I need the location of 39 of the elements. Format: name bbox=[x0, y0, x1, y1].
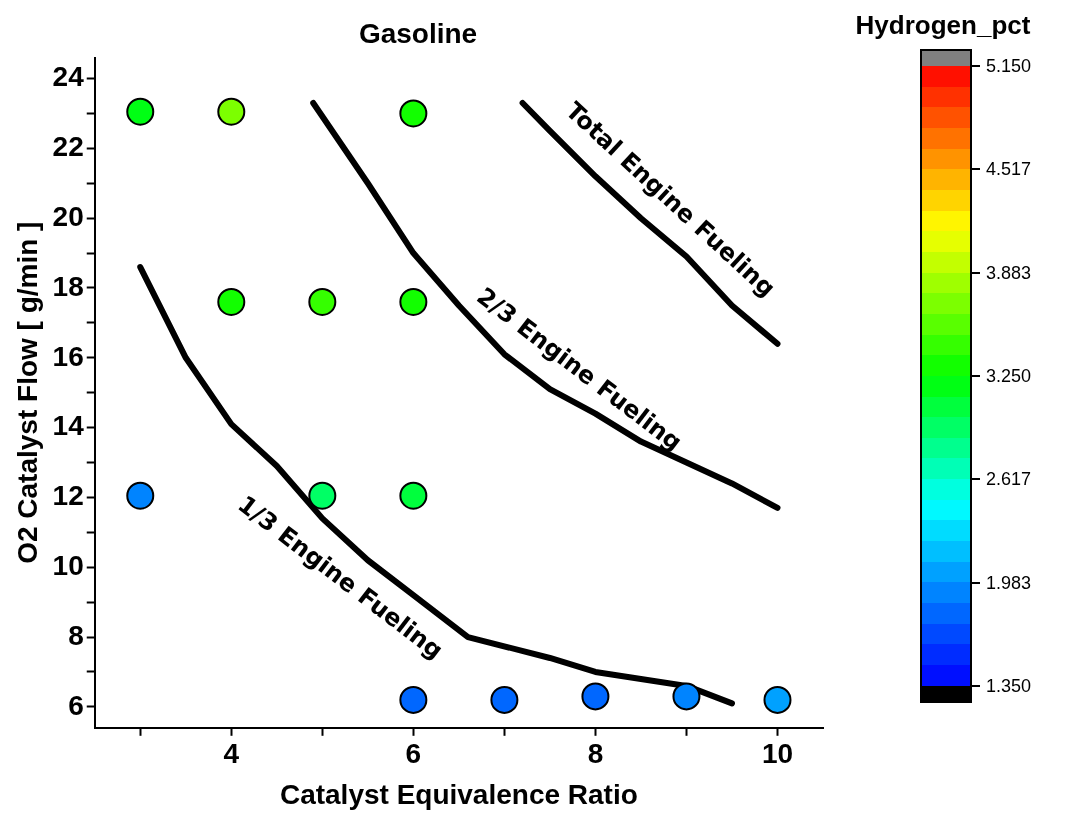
point bbox=[399, 99, 428, 128]
chart-title: Gasoline bbox=[358, 17, 478, 49]
y-axis-title: O2 Catalyst Flow [ g/min ] bbox=[11, 221, 43, 564]
x-tick-label: 8 bbox=[587, 738, 604, 770]
point bbox=[308, 287, 337, 316]
point bbox=[217, 287, 246, 316]
x-axis-title: Catalyst Equivalence Ratio bbox=[279, 778, 638, 810]
y-tick-label: 18 bbox=[52, 270, 84, 302]
point bbox=[126, 481, 155, 510]
point bbox=[399, 685, 428, 714]
x-tick-label: 4 bbox=[223, 738, 240, 770]
color-bar-label: 3.883 bbox=[986, 262, 1032, 283]
y-tick-label: 16 bbox=[52, 340, 84, 372]
y-tick-label: 24 bbox=[52, 61, 85, 93]
color-bar-title: Hydrogen_pct bbox=[854, 10, 1032, 41]
point bbox=[126, 97, 155, 126]
y-tick-label: 22 bbox=[52, 131, 84, 163]
color-bar-label: 5.150 bbox=[986, 56, 1032, 76]
x-tick-label: 10 bbox=[761, 738, 794, 770]
point bbox=[399, 481, 428, 510]
point bbox=[763, 685, 792, 714]
y-tick-label: 12 bbox=[52, 480, 84, 512]
color-bar-label: 1.350 bbox=[986, 676, 1032, 696]
y-tick-label: 20 bbox=[52, 200, 84, 232]
y-tick-label: 10 bbox=[52, 549, 84, 581]
point bbox=[490, 685, 519, 714]
point bbox=[672, 682, 701, 711]
point bbox=[217, 97, 246, 126]
point bbox=[308, 481, 337, 510]
point bbox=[399, 287, 428, 316]
x-tick-label: 6 bbox=[405, 738, 422, 770]
y-tick-label: 6 bbox=[68, 689, 84, 721]
color-bar-label: 3.250 bbox=[986, 366, 1032, 386]
color-bar-label: 1.983 bbox=[986, 572, 1032, 593]
color-bar-label: 4.517 bbox=[986, 159, 1032, 180]
color-bar-label: 2.617 bbox=[986, 469, 1032, 490]
y-tick-label: 8 bbox=[68, 619, 84, 651]
y-tick-label: 14 bbox=[52, 410, 85, 442]
point bbox=[581, 682, 610, 711]
